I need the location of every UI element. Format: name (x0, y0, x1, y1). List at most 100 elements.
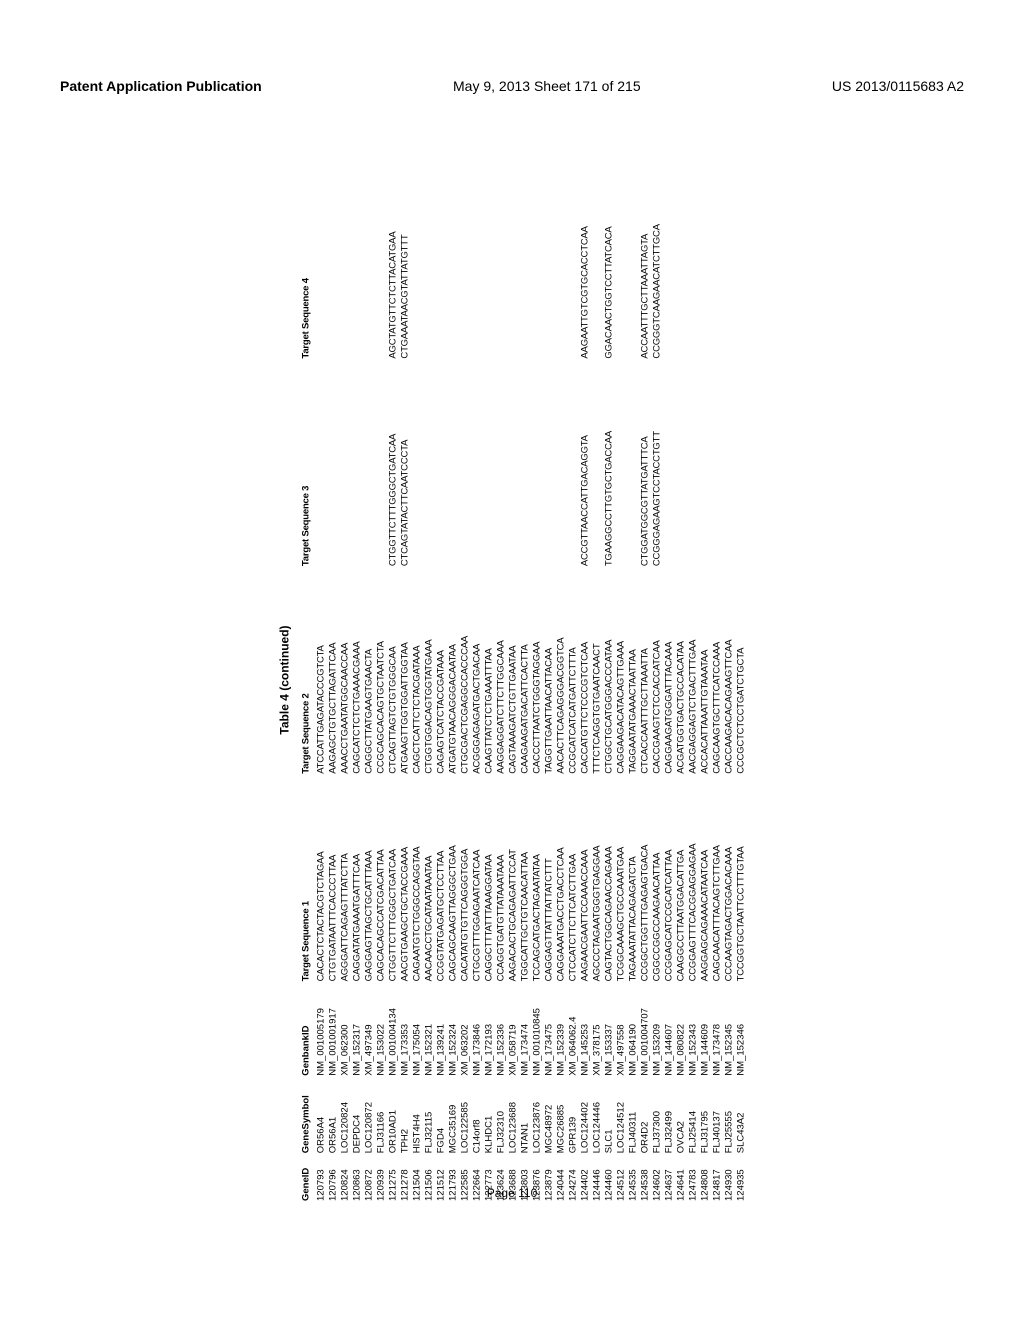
table-cell: CACCGAAGTCTCCACCATCAA (651, 570, 663, 778)
table-cell: DEPDC4 (351, 1080, 363, 1158)
table-cell: NM_139241 (435, 985, 447, 1079)
table-cell: TAGGAATATGAAACTAATTAA (627, 570, 639, 778)
table-cell: AAGGAGCAGAAACATAATCAA (699, 778, 711, 986)
table-cell: NM_001004134 (387, 985, 399, 1079)
table-cell (675, 155, 687, 363)
page-header: Patent Application Publication May 9, 20… (0, 78, 1024, 94)
table-cell: CCAGGTGATGTTATAAATAAA (495, 778, 507, 986)
table-cell: CGGCCGGCCAAGAACATTAA (651, 778, 663, 986)
table-cell: CAGGAAATGACCTGACCTCAA (555, 778, 567, 986)
table-cell (435, 363, 447, 571)
table-cell: ACGGGAGAGATGACTGACAA (471, 570, 483, 778)
table-row: 120824LOC120824XM_062300AGGGATTCAGAGTTTA… (339, 155, 351, 1205)
table-cell: NM_173846 (471, 985, 483, 1079)
table-cell (675, 363, 687, 571)
table-cell (543, 363, 555, 571)
table-cell: CACATATGTGTTCAGGGTGGA (459, 778, 471, 986)
table-cell (411, 363, 423, 571)
table-cell: TTTCTCAGGTGTGAATCAACT (591, 570, 603, 778)
table-cell (531, 155, 543, 363)
table-cell: TCCGGTGCTAATTCCTTTGTAA (735, 778, 747, 986)
table-cell: CTCCATCTTCTTCATCTTGAA (567, 778, 579, 986)
table-cell: NM_152321 (423, 985, 435, 1079)
table-cell (507, 155, 519, 363)
table-cell (483, 363, 495, 571)
table-cell: FLJ25414 (687, 1080, 699, 1158)
table-cell: NM_152317 (351, 985, 363, 1079)
table-cell: MGC35169 (447, 1080, 459, 1158)
table-cell (699, 363, 711, 571)
table-cell: NM_153337 (603, 985, 615, 1079)
table-cell (315, 155, 327, 363)
table-cell: TGGCATTGCTGTCAACATTAA (519, 778, 531, 986)
table-cell: TGAAGGCCTTGTGCTGACCAA (603, 363, 615, 571)
table-row: 124817FLJ40137NM_173478CAGCAACATTTACAGTC… (711, 155, 723, 1205)
table-cell: XM_497558 (615, 985, 627, 1079)
table-cell: CTGGATGGCGTTATGATTTCA (639, 363, 651, 571)
table-cell: NM_173475 (543, 985, 555, 1079)
sequence-table: GeneID GeneSymbol GenbankID Target Seque… (300, 155, 747, 1205)
table-row: 120793OR56A4NM_001005179CACACTCTACTACGTC… (315, 155, 327, 1205)
table-cell: XM_058719 (507, 985, 519, 1079)
table-cell: XM_497349 (363, 985, 375, 1079)
table-cell (519, 155, 531, 363)
table-cell: CAGCTCATTCTCTACGATAAA (411, 570, 423, 778)
table-cell: NTAN1 (519, 1080, 531, 1158)
table-cell: CTGGTTCTTTGGGCTGATCAA (387, 778, 399, 986)
table-cell: ACCGTTAACCATTGACAGGTA (579, 363, 591, 571)
table-cell: NM_152339 (555, 985, 567, 1079)
table-cell: CAGGCTTATGAAGTGAACTA (363, 570, 375, 778)
table-cell: CACCATGTTCTCCCGTCTCAA (579, 570, 591, 778)
table-cell (699, 155, 711, 363)
table-cell: C14orf8 (471, 1080, 483, 1158)
table-row: 124512LOC124512XM_497558TCGGCAAAGCTGCCAA… (615, 155, 627, 1205)
table-cell: CCCGCTCTCCTGATCTGCTA (735, 570, 747, 778)
table-cell: CAGAATGTCTGGGCCAGGTAA (411, 778, 423, 986)
table-cell: CTGGTGGACAGTGGTATGAAA (423, 570, 435, 778)
col-header-seq3: Target Sequence 3 (300, 363, 315, 571)
table-cell: CCGGCTGGTTTGAGAGTGACA (639, 778, 651, 986)
table-cell (627, 363, 639, 571)
table-cell: NM_144607 (663, 985, 675, 1079)
table-cell: CAGCACAGCCATCGACATTAA (375, 778, 387, 986)
table-container: Table 4 (continued) GeneID GeneSymbol Ge… (278, 155, 747, 1205)
table-cell (591, 155, 603, 363)
table-cell: FLJ40311 (627, 1080, 639, 1158)
table-cell: ATGAAGTTGGTGGATTGGTAA (399, 570, 411, 778)
page-number: Page 110 (487, 1186, 538, 1200)
table-cell: TAGGTTGAATTAACATTACAA (543, 570, 555, 778)
table-row: 123803NTAN1NM_173474TGGCATTGCTGTCAACATTA… (519, 155, 531, 1205)
table-cell: NM_153022 (375, 985, 387, 1079)
table-row: 123688LOC123688XM_058719AAGACACTGCAGAGAT… (507, 155, 519, 1205)
table-cell: NM_173478 (711, 985, 723, 1079)
table-row: 120863DEPDC4NM_152317CAGGATATGAAATGATTTC… (351, 155, 363, 1205)
table-body: 120793OR56A4NM_001005179CACACTCTACTACGTC… (315, 155, 747, 1205)
table-cell: CCGGTATGAGATGCTCCTTAA (435, 778, 447, 986)
table-row: 124402LOC124402NM_145253AAGAACGAATTCCAAA… (579, 155, 591, 1205)
table-cell (555, 363, 567, 571)
table-cell: FLJ31795 (699, 1080, 711, 1158)
table-cell (615, 363, 627, 571)
table-cell: NM_173353 (399, 985, 411, 1079)
table-cell: CAAGAAGATGACATTCACTTA (519, 570, 531, 778)
table-cell: NM_144609 (699, 985, 711, 1079)
table-cell: AGCTATGTTCTCTTACATGAA (387, 155, 399, 363)
table-cell: CTGAAATAACGTATTATGTTT (399, 155, 411, 363)
table-cell (447, 155, 459, 363)
table-row: 121275OR10AD1NM_001004134CTGGTTCTTTGGGCT… (387, 155, 399, 1205)
table-cell: TPH2 (399, 1080, 411, 1158)
table-title: Table 4 (continued) (278, 155, 292, 1205)
table-cell: CACCAAGACACAGAAGTTCAA (723, 570, 735, 778)
table-cell (495, 155, 507, 363)
table-row: 124044MGC26885NM_152339CAGGAAATGACCTGACC… (555, 155, 567, 1205)
table-row: 121512FGD4NM_139241CCGGTATGAGATGCTCCTTAA… (435, 155, 447, 1205)
table-cell: CAGGAGTTATTTATTATCTTT (543, 778, 555, 986)
table-cell: AACAACCTGCATAATAAATAA (423, 778, 435, 986)
table-cell: KLHDC1 (483, 1080, 495, 1158)
table-cell: CAGTAAAGATCTGTTGAATAA (507, 570, 519, 778)
table-row: 122773KLHDC1NM_172193CAGGCTTTATTTAAAGGAT… (483, 155, 495, 1205)
table-cell: CAAGTTATCTCTGAAATTTAA (483, 570, 495, 778)
table-header-row: GeneID GeneSymbol GenbankID Target Seque… (300, 155, 315, 1205)
table-cell: CCCAAGTAGACTGGACACAAA (723, 778, 735, 986)
table-cell: FLJ31166 (375, 1080, 387, 1158)
